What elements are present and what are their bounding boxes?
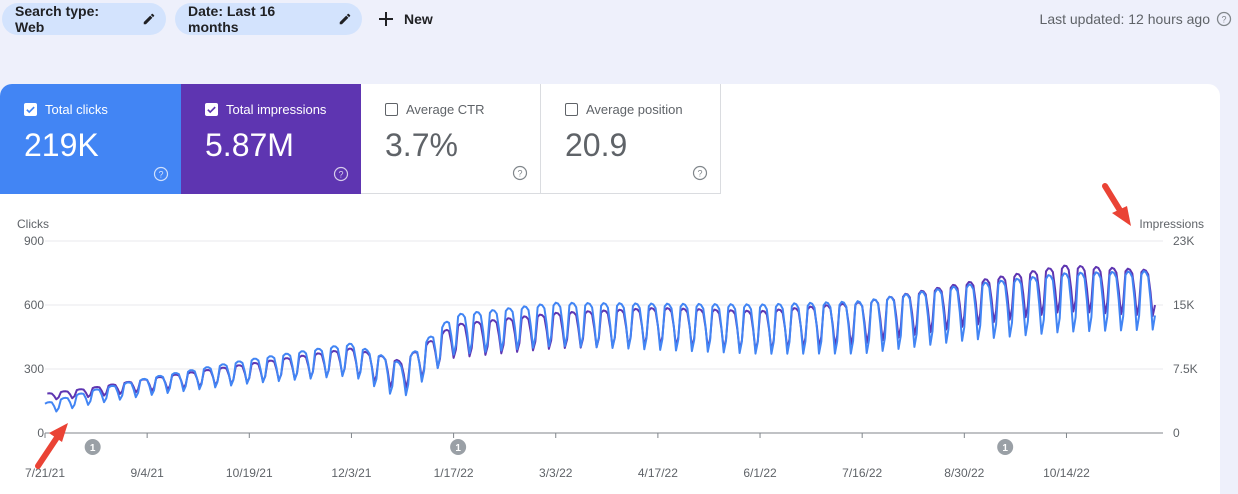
last-updated: Last updated: 12 hours ago ? bbox=[1040, 11, 1232, 27]
x-tick-label: 1/17/22 bbox=[434, 466, 474, 480]
x-tick-label: 10/19/21 bbox=[226, 466, 273, 480]
left-tick-label: 0 bbox=[37, 426, 44, 440]
left-tick-label: 600 bbox=[24, 298, 44, 312]
metric-average-position[interactable]: Average position 20.9 ? bbox=[541, 84, 721, 194]
metric-value: 5.87M bbox=[205, 127, 294, 163]
new-filter-button[interactable]: New bbox=[378, 3, 433, 35]
right-tick-label: 23K bbox=[1173, 234, 1194, 248]
edit-pencil-icon[interactable] bbox=[142, 12, 156, 26]
metric-value: 20.9 bbox=[565, 127, 628, 163]
edit-pencil-icon[interactable] bbox=[338, 12, 352, 26]
right-tick-label: 15K bbox=[1173, 298, 1194, 312]
left-tick-label: 300 bbox=[24, 362, 44, 376]
x-tick-label: 12/3/21 bbox=[331, 466, 371, 480]
right-axis-title: Impressions bbox=[1139, 217, 1204, 231]
new-filter-label: New bbox=[404, 11, 433, 27]
help-icon[interactable]: ? bbox=[1216, 11, 1232, 27]
metric-label: Total clicks bbox=[45, 102, 108, 117]
metric-label: Average position bbox=[586, 102, 683, 117]
annotation-marker[interactable]: 1 bbox=[84, 439, 101, 455]
checkbox-unchecked-icon[interactable] bbox=[385, 103, 398, 116]
performance-chart[interactable]: Clicks Impressions 900 23K 600 15K 300 7.5K 0 0… bbox=[0, 84, 1220, 486]
date-range-label: Date: Last 16 months bbox=[188, 3, 276, 35]
help-icon[interactable]: ? bbox=[512, 165, 528, 181]
checkbox-unchecked-icon[interactable] bbox=[565, 103, 578, 116]
svg-text:1: 1 bbox=[90, 443, 96, 454]
performance-card: Total clicks 219K ? Total impressions 5.… bbox=[0, 84, 1220, 494]
help-icon[interactable]: ? bbox=[153, 166, 169, 182]
metric-total-clicks[interactable]: Total clicks 219K ? bbox=[0, 84, 181, 194]
svg-text:?: ? bbox=[517, 169, 522, 179]
metric-value: 3.7% bbox=[385, 127, 458, 163]
annotation-marker[interactable]: 1 bbox=[997, 439, 1014, 455]
svg-text:?: ? bbox=[158, 170, 163, 180]
svg-text:?: ? bbox=[1221, 15, 1226, 25]
last-updated-text: Last updated: 12 hours ago bbox=[1039, 11, 1210, 27]
x-tick-label: 7/21/21 bbox=[25, 466, 65, 480]
checkbox-checked-icon[interactable] bbox=[24, 103, 37, 116]
metric-value: 219K bbox=[24, 127, 99, 163]
svg-text:?: ? bbox=[697, 169, 702, 179]
annotation-arrow-icon bbox=[1102, 183, 1131, 226]
x-tick-label: 7/16/22 bbox=[842, 466, 882, 480]
checkbox-checked-icon[interactable] bbox=[205, 103, 218, 116]
annotation-arrow-icon bbox=[35, 423, 68, 469]
right-tick-label: 0 bbox=[1173, 426, 1180, 440]
metric-average-ctr[interactable]: Average CTR 3.7% ? bbox=[361, 84, 541, 194]
help-icon[interactable]: ? bbox=[333, 166, 349, 182]
svg-text:?: ? bbox=[338, 170, 343, 180]
filter-bar: Search type: Web Date: Last 16 months Ne… bbox=[0, 0, 1238, 40]
x-tick-label: 3/3/22 bbox=[539, 466, 573, 480]
left-axis-title: Clicks bbox=[17, 217, 49, 231]
date-range-chip[interactable]: Date: Last 16 months bbox=[175, 3, 362, 35]
help-icon[interactable]: ? bbox=[692, 165, 708, 181]
metric-label: Average CTR bbox=[406, 102, 485, 117]
clicks-series-line bbox=[44, 270, 1156, 413]
search-type-label: Search type: Web bbox=[15, 3, 100, 35]
plus-icon bbox=[378, 11, 394, 27]
x-tick-label: 9/4/21 bbox=[130, 466, 164, 480]
left-tick-label: 900 bbox=[24, 234, 44, 248]
x-tick-label: 6/1/22 bbox=[743, 466, 777, 480]
right-tick-label: 7.5K bbox=[1173, 362, 1198, 376]
x-tick-label: 4/17/22 bbox=[638, 466, 678, 480]
metric-label: Total impressions bbox=[226, 102, 327, 117]
x-tick-label: 8/30/22 bbox=[944, 466, 984, 480]
x-tick-label: 10/14/22 bbox=[1043, 466, 1090, 480]
svg-text:1: 1 bbox=[455, 443, 461, 454]
annotation-marker[interactable]: 1 bbox=[450, 439, 467, 455]
metric-total-impressions[interactable]: Total impressions 5.87M ? bbox=[181, 84, 361, 194]
search-type-chip[interactable]: Search type: Web bbox=[2, 3, 166, 35]
svg-text:1: 1 bbox=[1002, 443, 1008, 454]
